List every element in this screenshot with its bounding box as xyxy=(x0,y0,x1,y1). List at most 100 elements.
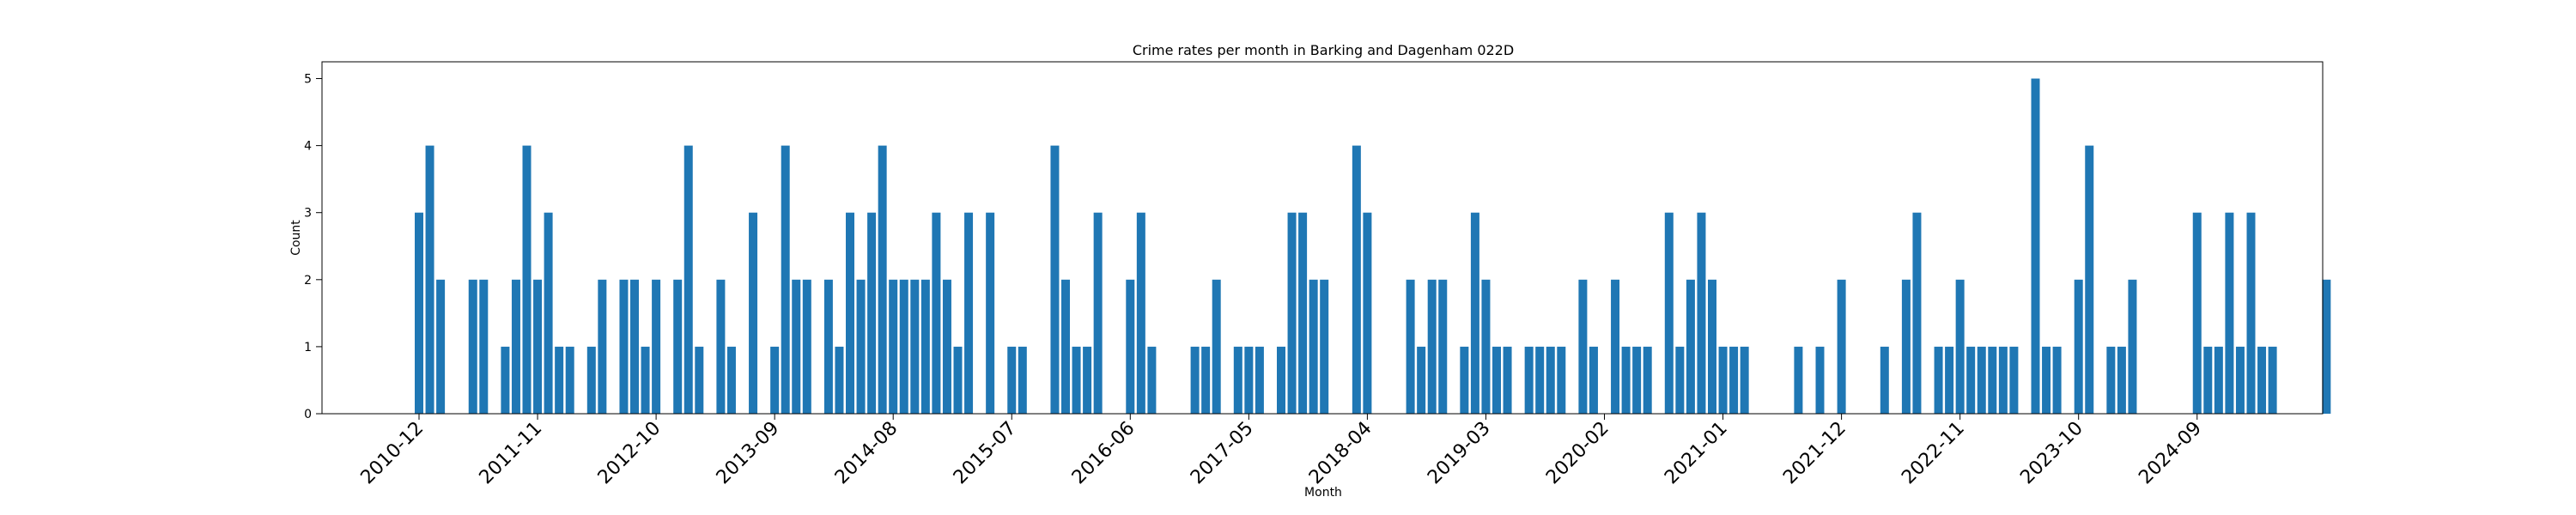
bar xyxy=(964,212,974,414)
bar xyxy=(598,279,607,414)
bars-group xyxy=(415,78,2331,415)
y-tick-label: 2 xyxy=(304,274,312,288)
bar xyxy=(942,279,951,414)
bar xyxy=(1190,346,1200,414)
x-tick-label: 2014-08 xyxy=(831,418,902,489)
bar xyxy=(1007,346,1017,414)
y-tick-label: 4 xyxy=(304,140,312,154)
y-tick-label: 0 xyxy=(304,408,312,421)
bar xyxy=(1729,346,1739,414)
bar xyxy=(2192,212,2202,414)
bar xyxy=(1212,279,1221,414)
x-tick-label: 2011-11 xyxy=(476,418,547,489)
bar xyxy=(932,212,941,414)
plot-frame xyxy=(321,61,2324,415)
y-axis-label: Count xyxy=(289,220,303,256)
bar xyxy=(781,145,790,414)
bar xyxy=(749,212,758,414)
y-tick-label: 1 xyxy=(304,341,312,354)
x-tick-label: 2013-09 xyxy=(713,418,784,489)
bar xyxy=(565,346,574,414)
bar xyxy=(1320,279,1329,414)
bar xyxy=(2246,212,2256,414)
bar xyxy=(716,279,726,414)
bar xyxy=(1427,279,1437,414)
bar xyxy=(1524,346,1534,414)
bar xyxy=(1664,212,1674,414)
bar xyxy=(1470,212,1479,414)
bar xyxy=(2235,346,2245,414)
bar xyxy=(1061,279,1070,414)
x-tick-label: 2015-07 xyxy=(950,418,1021,489)
bar xyxy=(1492,346,1501,414)
x-tick-label: 2012-10 xyxy=(594,418,665,489)
bar xyxy=(1934,346,1943,414)
x-tick-label: 2010-12 xyxy=(357,418,428,489)
bar xyxy=(2128,279,2137,414)
bar xyxy=(1018,346,1027,414)
bar xyxy=(835,346,844,414)
bar xyxy=(2009,346,2019,414)
bar xyxy=(1287,212,1297,414)
y-tick-label: 5 xyxy=(304,73,312,87)
bar xyxy=(2214,346,2223,414)
bar xyxy=(630,279,639,414)
bar xyxy=(856,279,866,414)
bar xyxy=(1481,279,1491,414)
bar xyxy=(619,279,629,414)
bar xyxy=(436,279,446,414)
bar xyxy=(501,346,510,414)
bar xyxy=(2225,212,2234,414)
bar xyxy=(1244,346,1254,414)
bar xyxy=(1535,346,1545,414)
bar xyxy=(1977,346,1986,414)
bar xyxy=(1201,346,1211,414)
bar xyxy=(1901,279,1911,414)
bar xyxy=(1837,279,1846,414)
bar xyxy=(1686,279,1695,414)
bar xyxy=(1697,212,1706,414)
bar xyxy=(1794,346,1803,414)
chart-title: Crime rates per month in Barking and Dag… xyxy=(1133,42,1514,58)
bar xyxy=(1417,346,1426,414)
bar xyxy=(533,279,543,414)
bar xyxy=(802,279,811,414)
x-tick-label: 2021-12 xyxy=(1779,418,1850,489)
bar xyxy=(683,145,693,414)
bar xyxy=(1093,212,1103,414)
bar xyxy=(1632,346,1642,414)
bar xyxy=(555,346,564,414)
bar xyxy=(1643,346,1652,414)
bar xyxy=(1460,346,1469,414)
bar xyxy=(544,212,553,414)
bar xyxy=(1578,279,1588,414)
bar xyxy=(910,279,920,414)
bar xyxy=(1912,212,1922,414)
x-tick-label: 2021-01 xyxy=(1661,418,1732,489)
bar xyxy=(511,279,520,414)
bar xyxy=(899,279,908,414)
bar xyxy=(1675,346,1685,414)
bar xyxy=(1966,346,1976,414)
x-tick-label: 2018-04 xyxy=(1305,418,1376,489)
bar xyxy=(641,346,650,414)
bar xyxy=(770,346,780,414)
x-tick-label: 2016-06 xyxy=(1068,418,1139,489)
bar xyxy=(1718,346,1728,414)
bar xyxy=(1352,145,1361,414)
bar xyxy=(1708,279,1716,414)
x-tick-label: 2020-02 xyxy=(1542,418,1613,489)
bar xyxy=(1611,279,1620,414)
bar xyxy=(1083,346,1092,414)
y-axis: 0 1 2 3 4 5 xyxy=(304,73,322,421)
bar xyxy=(1136,212,1145,414)
bar xyxy=(1050,145,1060,414)
bar xyxy=(586,346,596,414)
bar xyxy=(673,279,683,414)
bar xyxy=(920,279,930,414)
bar xyxy=(425,145,434,414)
x-tick-label: 2022-11 xyxy=(1898,418,1969,489)
bar xyxy=(1126,279,1135,414)
bar xyxy=(652,279,661,414)
bar xyxy=(1277,346,1285,414)
